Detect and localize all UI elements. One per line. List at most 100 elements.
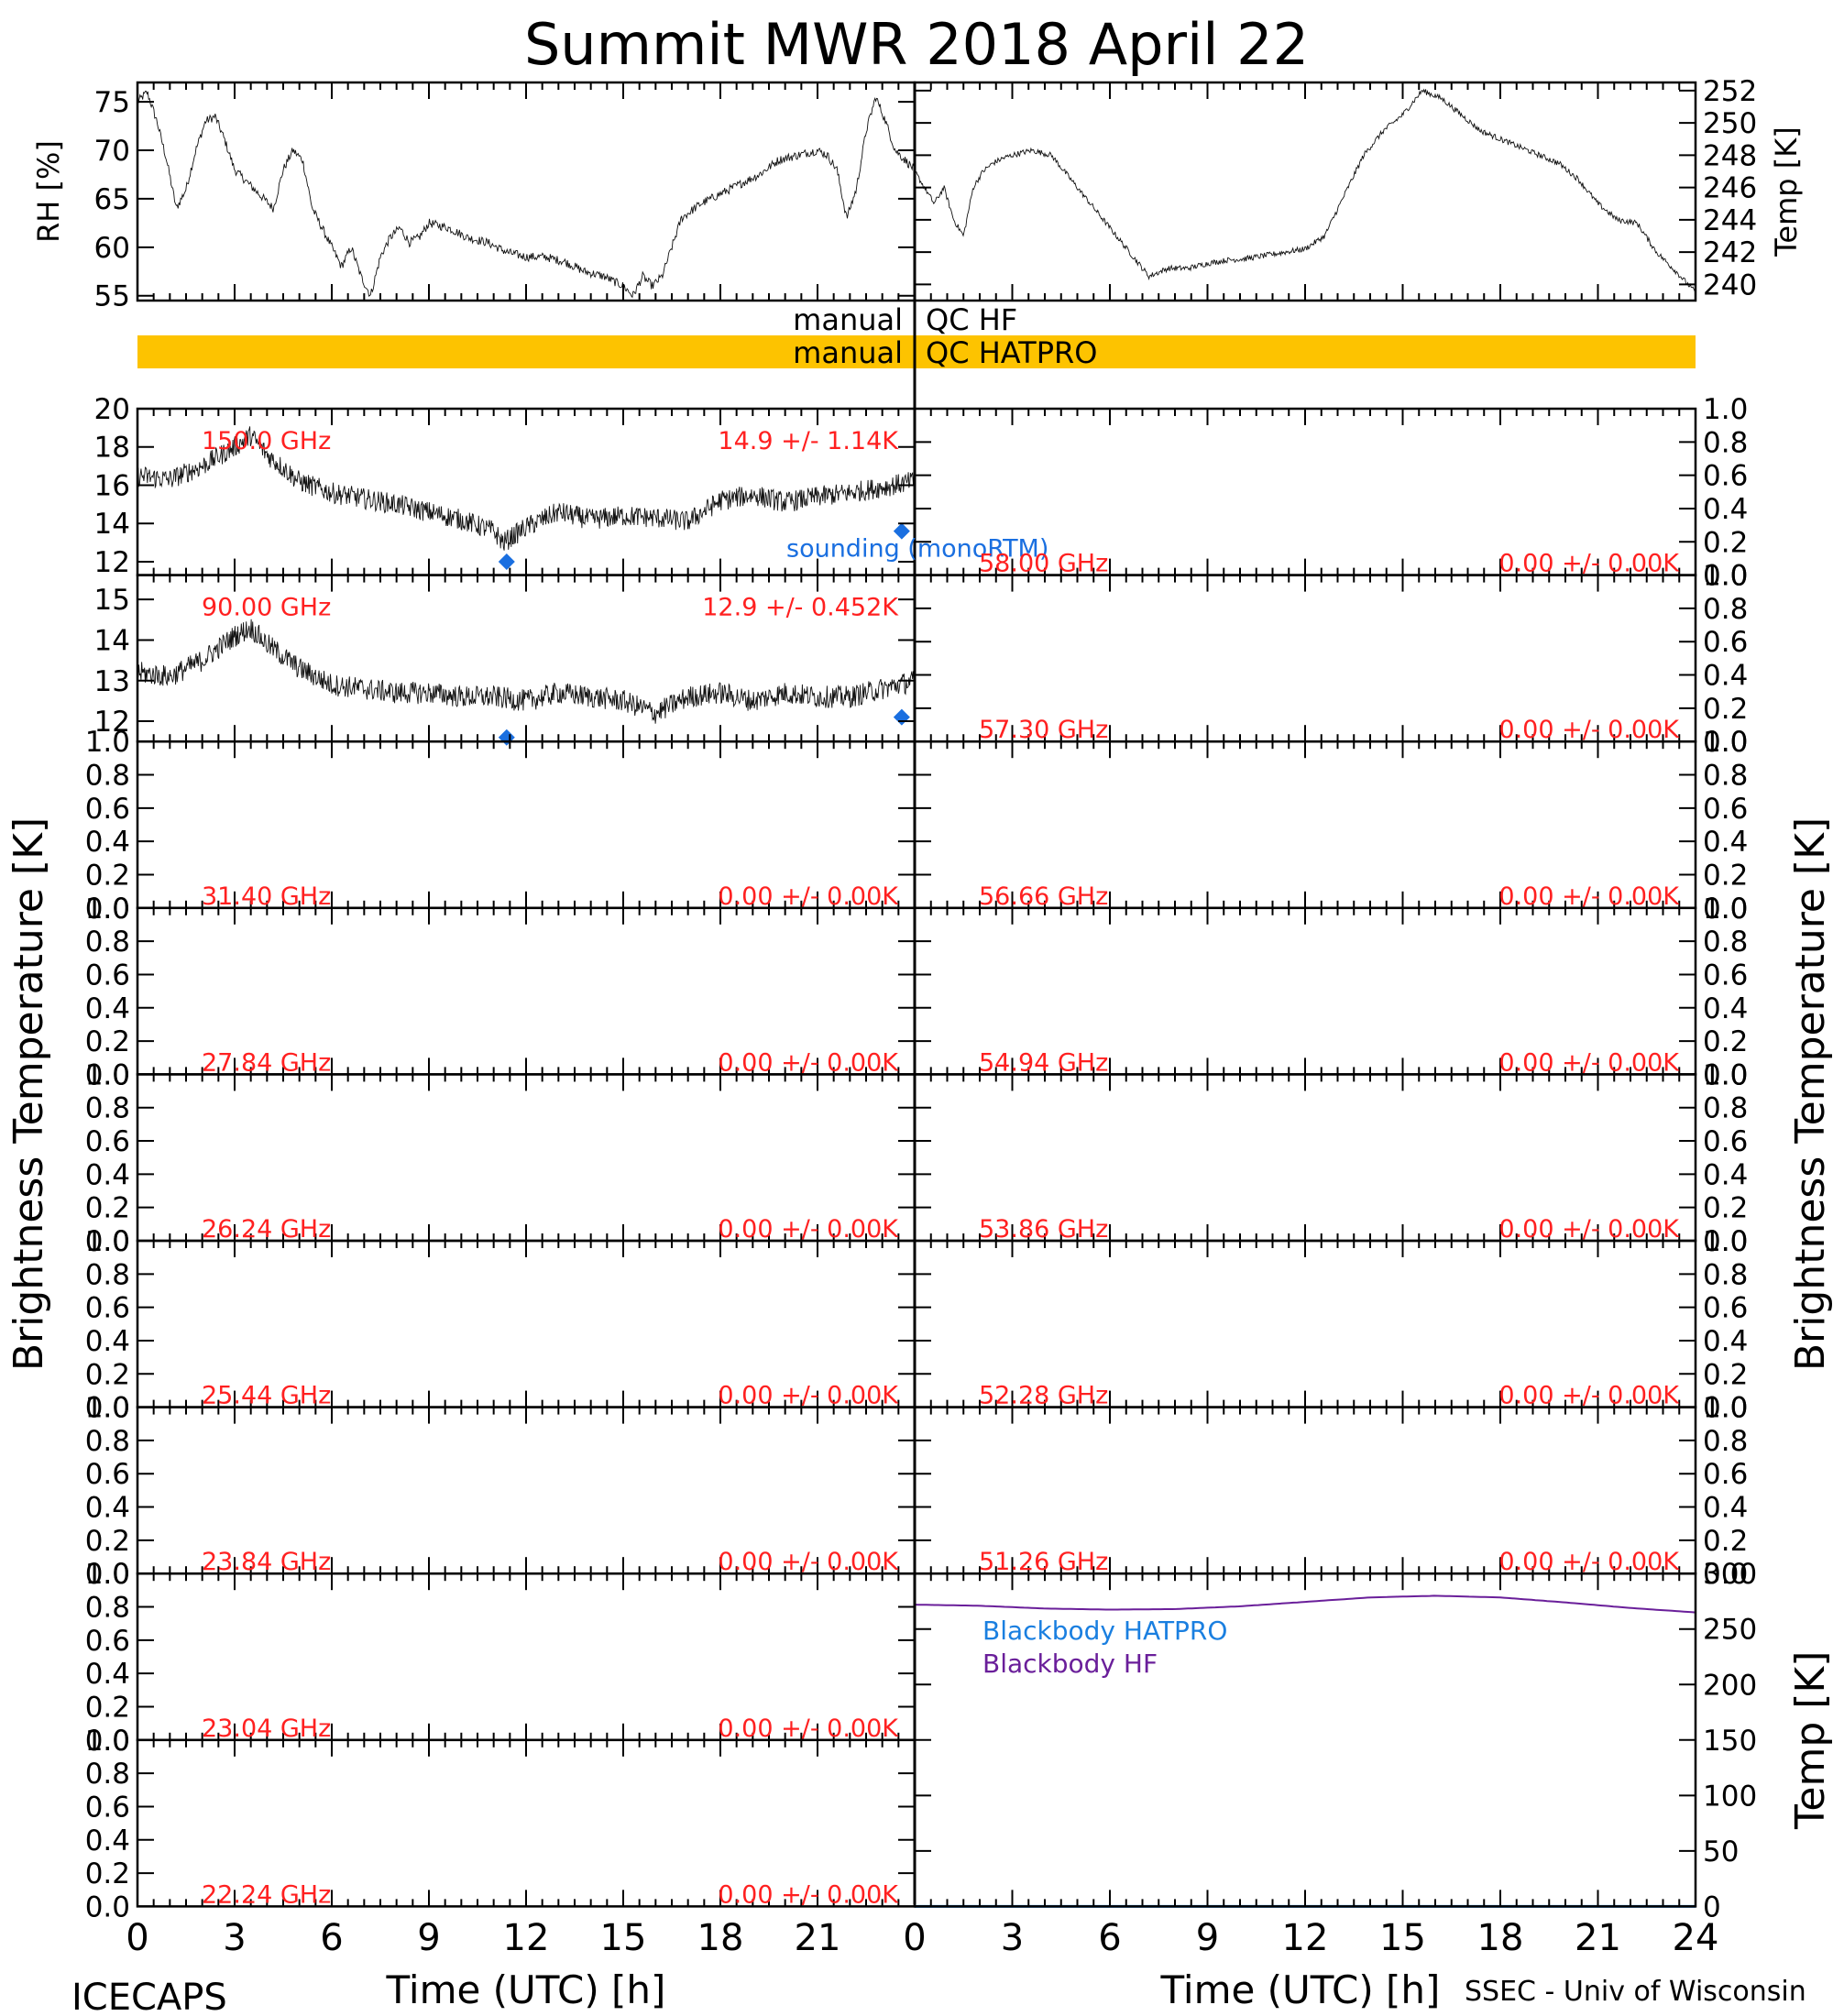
temp-met-series-line — [915, 88, 1696, 294]
tb-panel-23-84-ytick-label: 0.2 — [85, 1525, 130, 1558]
footer-right: SSEC - Univ of Wisconsin — [1465, 1976, 1806, 2008]
tb-panel-26-24-ytick-label: 1.0 — [85, 1058, 130, 1091]
tb-panel-26-24-stat-label: 0.00 +/- 0.00K — [718, 1215, 899, 1244]
tb-panel-150-ytick-label: 16 — [94, 469, 130, 502]
x-tick-label-left: 3 — [223, 1917, 246, 1959]
blackbody-series-hf — [914, 1594, 1696, 1614]
temp-met-panel-ytick-label: 248 — [1703, 139, 1757, 172]
tb-panel-56-66-ytick-label: 0.0 — [1703, 893, 1748, 926]
tb-panel-150-freq-label: 150.0 GHz — [202, 427, 331, 455]
chart-title: Summit MWR 2018 April 22 — [524, 11, 1309, 78]
x-tick-label-left: 18 — [697, 1917, 744, 1959]
x-axis-label-right: Time (UTC) [h] — [1160, 1967, 1441, 2012]
tb-panel-27-84-ytick-label: 0.8 — [85, 926, 130, 959]
rh-panel-ytick-label: 65 — [94, 183, 130, 216]
tb-panel-51-26-ytick-label: 0.8 — [1703, 1425, 1748, 1458]
tb-panel-31-40-ytick-label: 1.0 — [85, 726, 130, 759]
tb-panel-54-94-ytick-label: 1.0 — [1703, 893, 1748, 926]
tb-panel-25-44-ytick-label: 0.8 — [85, 1258, 130, 1291]
tb-panel-58-00-ytick-label: 0.2 — [1703, 526, 1748, 559]
tb-panel-25-44-freq-label: 25.44 GHz — [202, 1382, 331, 1410]
rh-panel-ytick-label: 70 — [94, 135, 130, 168]
tb-panel-51-26-freq-label: 51.26 GHz — [979, 1548, 1108, 1576]
tb-panel-27-84-freq-label: 27.84 GHz — [202, 1048, 331, 1077]
tb-panel-150-ytick-label: 18 — [94, 432, 130, 465]
tb-panel-23-84-ytick-label: 0.8 — [85, 1425, 130, 1458]
tb-panel-23-84-freq-label: 23.84 GHz — [202, 1548, 331, 1576]
left-main-axis-label: Brightness Temperature [K] — [5, 817, 52, 1371]
rh-panel-ytick-label: 55 — [94, 280, 130, 313]
tb-panel-23-84-ytick-label: 0.6 — [85, 1458, 130, 1491]
tb-panel-52-28-ytick-label: 0.2 — [1703, 1358, 1748, 1391]
tb-panel-27-84-ytick-label: 0.4 — [85, 992, 130, 1025]
tb-panel-23-04-ytick-label: 0.8 — [85, 1592, 130, 1625]
tb-panel-56-66-freq-label: 56.66 GHz — [979, 882, 1108, 911]
tb-panel-53-86-ytick-label: 0.8 — [1703, 1092, 1748, 1125]
tb-panel-26-24-ytick-label: 0.0 — [85, 1225, 130, 1258]
tb-panel-53-86-stat-label: 0.00 +/- 0.00K — [1498, 1215, 1680, 1244]
temp-met-panel-frame — [913, 81, 1697, 302]
tb-panel-57-30-ytick-label: 0.4 — [1703, 660, 1748, 693]
x-tick-label-right: 24 — [1673, 1917, 1719, 1959]
tb-panel-56-66-ytick-label: 0.4 — [1703, 826, 1748, 859]
tb-panel-90-sounding-point — [498, 729, 515, 746]
tb-panel-23-04-stat-label: 0.00 +/- 0.00K — [718, 1715, 899, 1743]
tb-panel-54-94-stat-label: 0.00 +/- 0.00K — [1498, 1048, 1680, 1077]
tb-panel-26-24-ytick-label: 0.6 — [85, 1125, 130, 1158]
tb-panel-51-26-ytick-label: 0.2 — [1703, 1525, 1748, 1558]
blackbody-panel-ytick-label: 250 — [1703, 1614, 1757, 1647]
tb-panel-31-40-ytick-label: 0.6 — [85, 793, 130, 826]
tb-panel-52-28-stat-label: 0.00 +/- 0.00K — [1498, 1382, 1680, 1410]
tb-panel-56-66-ytick-label: 0.6 — [1703, 793, 1748, 826]
tb-panel-53-86-ytick-label: 0.2 — [1703, 1192, 1748, 1225]
tb-panel-52-28-ytick-label: 0.4 — [1703, 1325, 1748, 1358]
x-tick-label-left: 12 — [503, 1917, 550, 1959]
tb-panel-26-24-freq-label: 26.24 GHz — [202, 1215, 331, 1244]
tb-panel-58-00-stat-label: 0.00 +/- 0.00K — [1498, 550, 1680, 578]
tb-panel-31-40-ytick-label: 0.2 — [85, 859, 130, 892]
tb-panel-27-84-ytick-label: 1.0 — [85, 893, 130, 926]
tb-panel-53-86-freq-label: 53.86 GHz — [979, 1215, 1108, 1244]
tb-panel-23-04-ytick-label: 1.0 — [85, 1558, 130, 1591]
rh-panel-ytick-label: 60 — [94, 232, 130, 265]
tb-panel-22-24-ytick-label: 1.0 — [85, 1725, 130, 1758]
tb-panel-26-24-ytick-label: 0.4 — [85, 1158, 130, 1191]
x-tick-label-left: 21 — [795, 1917, 841, 1959]
tb-panel-31-40-ytick-label: 0.0 — [85, 893, 130, 926]
x-tick-label-right: 12 — [1282, 1917, 1329, 1959]
footer-left: ICECAPS — [71, 1977, 227, 2016]
tb-panel-22-24-ytick-label: 0.4 — [85, 1824, 130, 1857]
tb-panel-23-84-ytick-label: 0.0 — [85, 1558, 130, 1591]
qc-hf-label-left: manual — [793, 302, 903, 337]
tb-panel-53-86-ytick-label: 1.0 — [1703, 1058, 1748, 1091]
tb-panel-54-94-ytick-label: 0.8 — [1703, 926, 1748, 959]
tb-panel-27-84-stat-label: 0.00 +/- 0.00K — [718, 1048, 899, 1077]
x-tick-label-right: 15 — [1379, 1917, 1426, 1959]
tb-panel-58-00-freq-label: 58.00 GHz — [979, 550, 1108, 578]
x-tick-label-left: 6 — [320, 1917, 343, 1959]
tb-panel-57-30-ytick-label: 0.6 — [1703, 626, 1748, 659]
tb-panel-22-24-ytick-label: 0.2 — [85, 1857, 130, 1890]
blackbody-panel-ytick-label: 0 — [1703, 1890, 1721, 1923]
blackbody-panel-ytick-label: 300 — [1703, 1558, 1757, 1591]
tb-panel-22-24-ytick-label: 0.8 — [85, 1758, 130, 1791]
blackbody-panel-ytick-label: 150 — [1703, 1725, 1757, 1758]
tb-panel-53-86-ytick-label: 0.0 — [1703, 1225, 1748, 1258]
tb-panel-54-94-ytick-label: 0.4 — [1703, 992, 1748, 1025]
x-tick-label-left: 15 — [600, 1917, 647, 1959]
temp-met-panel-ytick-label: 244 — [1703, 204, 1757, 237]
tb-panel-25-44-ytick-label: 0.4 — [85, 1325, 130, 1358]
rh-panel-ytick-label: 75 — [94, 86, 130, 119]
tb-panel-150-ytick-label: 14 — [94, 508, 130, 541]
tb-panel-150-stat-label: 14.9 +/- 1.14K — [718, 427, 899, 455]
tb-panel-57-30-ytick-label: 0.2 — [1703, 693, 1748, 726]
x-tick-label-right: 3 — [1001, 1917, 1024, 1959]
tb-panel-90-freq-label: 90.00 GHz — [202, 594, 331, 622]
blackbody-panel-ytick-label: 50 — [1703, 1835, 1739, 1868]
tb-panel-23-04-ytick-label: 0.0 — [85, 1725, 130, 1758]
tb-panel-25-44-ytick-label: 0.2 — [85, 1358, 130, 1391]
tb-panel-57-30-stat-label: 0.00 +/- 0.00K — [1498, 716, 1680, 744]
tb-panel-58-00-ytick-label: 1.0 — [1703, 393, 1748, 426]
tb-panel-27-84-ytick-label: 0.6 — [85, 959, 130, 992]
tb-panel-22-24-ytick-label: 0.0 — [85, 1890, 130, 1923]
